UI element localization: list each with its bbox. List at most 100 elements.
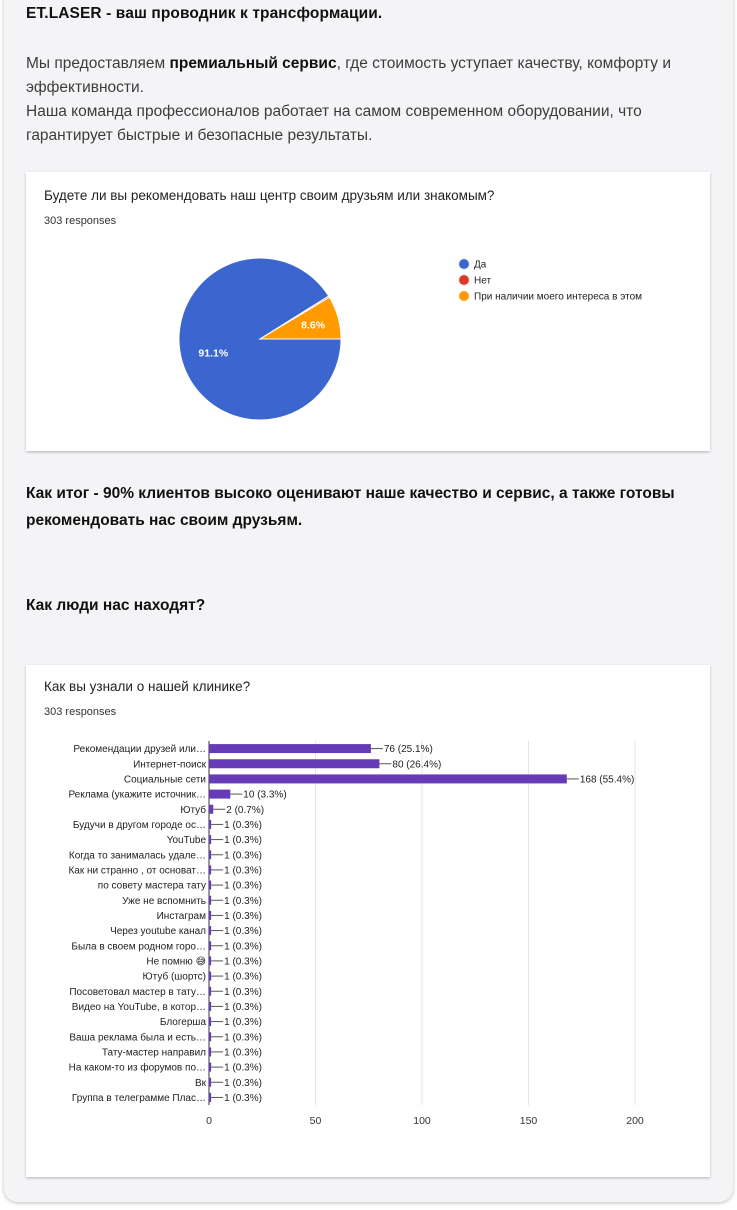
- bar-chart-responses: 303 responses: [44, 706, 117, 718]
- bar-value-label-23: 1 (0.3%): [224, 1093, 262, 1104]
- bar-value-label-8: 1 (0.3%): [224, 865, 262, 876]
- x-tick-label-2: 100: [413, 1115, 431, 1127]
- category-label-0: Рекомендации друзей или…: [73, 744, 206, 755]
- bar-10: [209, 895, 212, 905]
- intro-line1-start: Мы предоставляем: [26, 55, 170, 72]
- category-label-7: Когда то занималась удале…: [69, 850, 206, 861]
- bar-8: [209, 865, 212, 875]
- legend-label-2: При наличии моего интереса в этом: [474, 292, 642, 303]
- bar-value-label-9: 1 (0.3%): [224, 881, 262, 892]
- pie-chart-card: Будете ли вы рекомендовать наш центр сво…: [26, 172, 710, 451]
- pie-chart: 91.1% 8.6% Да Нет При наличии моего интереса…: [178, 257, 642, 421]
- intro-line2: Наша команда профессионалов работает на …: [26, 103, 642, 144]
- pie-chart-title: Будете ли вы рекомендовать наш центр сво…: [44, 188, 495, 203]
- bar-value-label-5: 1 (0.3%): [224, 820, 262, 831]
- category-label-3: Реклама (укажите источник…: [68, 790, 206, 801]
- bar-chart-card: Как вы узнали о нашей клинике? 303 respo…: [26, 665, 710, 1177]
- category-label-16: Посоветовал мастер в тату…: [69, 987, 206, 998]
- category-label-8: Как ни странно , от основат…: [68, 865, 206, 876]
- x-tick-label-1: 50: [310, 1115, 322, 1127]
- bar-value-label-17: 1 (0.3%): [224, 1002, 262, 1013]
- summary-text: Как итог - 90% клиентов высоко оценивают…: [26, 485, 675, 529]
- bar-value-label-1: 80 (26.4%): [392, 759, 441, 770]
- bar-value-label-4: 2 (0.7%): [226, 805, 264, 816]
- bar-value-label-20: 1 (0.3%): [224, 1047, 262, 1058]
- legend-swatch-1: [459, 275, 469, 285]
- bar-value-label-7: 1 (0.3%): [224, 850, 262, 861]
- category-label-15: Ютуб (шортс): [143, 971, 206, 983]
- category-label-13: Была в своем родном горо…: [71, 941, 206, 952]
- pie-slice-label-2: 8.6%: [301, 319, 326, 331]
- x-tick-label-0: 0: [206, 1115, 212, 1127]
- bar-19: [209, 1032, 212, 1042]
- bar-11: [209, 910, 212, 920]
- bar-17: [209, 1001, 212, 1011]
- bar-22: [209, 1077, 212, 1087]
- bar-value-label-15: 1 (0.3%): [224, 972, 262, 983]
- x-tick-label-3: 150: [520, 1115, 538, 1127]
- category-label-14: Не помню 😅: [146, 956, 206, 967]
- x-tick-label-4: 200: [626, 1115, 644, 1127]
- bar-1: [209, 759, 380, 769]
- category-label-1: Интернет-поиск: [133, 759, 207, 770]
- bar-16: [209, 986, 212, 996]
- bar-13: [209, 941, 212, 951]
- legend-label-0: Да: [474, 260, 487, 271]
- bar-7: [209, 850, 212, 860]
- headline: ET.LASER - ваш проводник к трансформации…: [26, 5, 383, 22]
- category-label-22: Вк: [195, 1078, 207, 1089]
- legend-label-1: Нет: [474, 276, 491, 287]
- bar-5: [209, 819, 212, 829]
- legend-swatch-0: [459, 259, 469, 269]
- pie-chart-responses: 303 responses: [44, 215, 117, 227]
- bar-value-label-6: 1 (0.3%): [224, 835, 262, 846]
- bar-6: [209, 835, 212, 845]
- bar-value-label-14: 1 (0.3%): [224, 956, 262, 967]
- bar-2: [209, 774, 567, 784]
- bar-chart-title: Как вы узнали о нашей клинике?: [44, 679, 251, 694]
- bar-chart: 0 50 100 150 200 Рекомендации друзей или… 76 (…: [68, 741, 644, 1127]
- bar-value-label-22: 1 (0.3%): [224, 1078, 262, 1089]
- pie-slice-2: [258, 296, 342, 340]
- category-label-21: На каком-то из форумов по…: [69, 1062, 206, 1074]
- category-label-23: Группа в телеграмме Плас…: [72, 1093, 206, 1104]
- category-label-19: Ваша реклама была и есть…: [69, 1031, 206, 1043]
- category-label-6: YouTube: [167, 835, 207, 846]
- intro-text: Мы предоставляем премиальный сервис, где…: [26, 52, 706, 148]
- bar-23: [209, 1092, 212, 1102]
- intro-highlight: премиальный сервис: [169, 55, 337, 72]
- section-title: Как люди нас находят?: [26, 597, 206, 614]
- category-label-20: Тату-мастер направил: [102, 1047, 206, 1058]
- category-label-10: Уже не вспомнить: [122, 896, 206, 907]
- bar-18: [209, 1017, 212, 1027]
- bar-value-label-0: 76 (25.1%): [384, 744, 433, 755]
- bar-14: [209, 956, 212, 966]
- category-label-17: Видео на YouTube, в котор…: [72, 1002, 206, 1013]
- category-label-12: Через youtube канал: [110, 926, 206, 937]
- bar-0: [209, 744, 371, 754]
- bar-value-label-21: 1 (0.3%): [224, 1063, 262, 1074]
- category-label-18: Блогерша: [160, 1017, 207, 1028]
- bar-value-label-10: 1 (0.3%): [224, 896, 262, 907]
- intro-line1-end: , где стоимость уступает качеству, комфо…: [26, 55, 671, 96]
- bar-9: [209, 880, 212, 890]
- bar-value-label-13: 1 (0.3%): [224, 941, 262, 952]
- bar-value-label-18: 1 (0.3%): [224, 1017, 262, 1028]
- bar-value-label-11: 1 (0.3%): [224, 911, 262, 922]
- category-label-2: Социальные сети: [124, 774, 206, 785]
- bar-3: [209, 789, 231, 799]
- bar-21: [209, 1062, 212, 1072]
- legend-swatch-2: [459, 291, 469, 301]
- category-label-9: по совету мастера тату: [98, 881, 206, 892]
- bar-12: [209, 926, 212, 936]
- bar-value-label-2: 168 (55.4%): [580, 774, 634, 785]
- category-label-5: Будучи в другом городе ос…: [73, 820, 206, 831]
- bar-value-label-16: 1 (0.3%): [224, 987, 262, 998]
- bar-15: [209, 971, 212, 981]
- bar-20: [209, 1047, 212, 1057]
- bar-value-label-3: 10 (3.3%): [243, 790, 286, 801]
- category-label-4: Ютуб: [180, 804, 206, 816]
- category-label-11: Инстаграм: [157, 911, 207, 922]
- pie-slice-label-0: 91.1%: [198, 347, 228, 359]
- bar-value-label-19: 1 (0.3%): [224, 1032, 262, 1043]
